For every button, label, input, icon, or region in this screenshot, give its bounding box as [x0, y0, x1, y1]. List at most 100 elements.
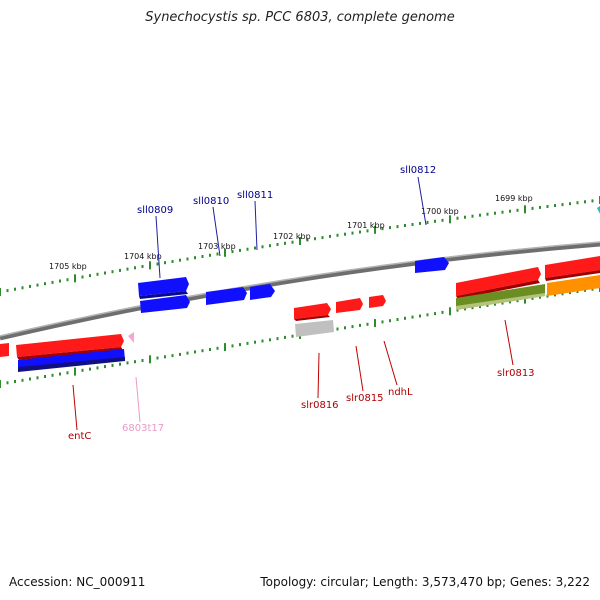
scale-label-1705: 1705 kbp [49, 262, 87, 271]
scale-minor-tick [546, 205, 549, 208]
label-sll0812: sll0812 [400, 165, 436, 176]
scale-minor-tick [186, 351, 189, 355]
scale-minor-tick [351, 231, 354, 235]
gene-sll0809b[interactable] [140, 295, 190, 313]
scale-minor-tick [119, 362, 121, 366]
scale-minor-tick [51, 373, 54, 377]
gene-red-right[interactable] [545, 256, 600, 281]
scale-minor-tick [494, 211, 496, 215]
scale-minor-tick [516, 208, 519, 212]
scale-minor-tick [494, 302, 496, 306]
scale-minor-tick [434, 219, 436, 223]
scale-minor-tick [254, 246, 256, 250]
scale-major-tick [224, 343, 226, 352]
gene-slr0815[interactable] [336, 298, 363, 313]
scale-minor-tick [231, 344, 234, 348]
scale-label-1702: 1702 kbp [273, 232, 311, 241]
scale-minor-tick [96, 366, 99, 370]
scale-minor-tick [441, 218, 444, 222]
scale-minor-tick [569, 202, 571, 206]
scale-minor-tick [554, 204, 556, 207]
bottom-scale-line [0, 284, 600, 388]
gene-entC-blue[interactable] [18, 349, 125, 372]
scale-minor-tick [471, 306, 474, 310]
gene-slr0816[interactable] [294, 303, 331, 321]
scale-minor-tick [381, 320, 384, 324]
scale-minor-tick [261, 339, 264, 343]
scale-major-tick [524, 295, 526, 304]
scale-minor-tick [111, 363, 114, 367]
gene-sll0811[interactable] [250, 284, 275, 300]
scale-minor-tick [336, 233, 339, 237]
scale-minor-tick [246, 247, 249, 251]
scale-minor-tick [14, 287, 16, 291]
scale-minor-tick [269, 338, 271, 342]
scale-minor-tick [591, 287, 594, 291]
scale-major-tick [299, 237, 301, 245]
scale-minor-tick [479, 305, 481, 309]
scale-minor-tick [359, 323, 361, 327]
scale-minor-tick [284, 241, 286, 245]
label-slr0816: slr0816 [301, 400, 339, 411]
scale-minor-tick [291, 334, 294, 338]
scale-minor-tick [561, 203, 564, 207]
gene-olive[interactable] [456, 284, 545, 310]
scale-minor-tick [509, 209, 511, 213]
gene-labels-bottom: entC 6803t17 slr0816 slr0815 ndhL slr081… [68, 368, 535, 442]
scale-minor-tick [51, 280, 54, 284]
scale-minor-tick [389, 226, 391, 230]
scale-major-tick [524, 205, 526, 214]
gene-sll0809[interactable] [138, 277, 189, 299]
scale-label-1701: 1701 kbp [347, 221, 385, 230]
scale-minor-tick [156, 356, 159, 360]
scale-minor-tick [456, 216, 459, 220]
scale-minor-tick [104, 271, 106, 275]
label-sll0810: sll0810 [193, 196, 229, 207]
scale-minor-tick [396, 318, 399, 321]
gene-sll0812[interactable] [415, 257, 449, 273]
scale-minor-tick [6, 289, 9, 293]
scale-minor-tick [66, 278, 69, 282]
scale-minor-tick [426, 220, 429, 224]
scale-minor-tick [89, 274, 91, 278]
scale-minor-tick [539, 295, 541, 299]
scale-minor-tick [336, 327, 339, 331]
scale-minor-tick [276, 243, 279, 246]
scale-minor-tick [426, 313, 429, 317]
scale-minor-tick [164, 261, 166, 265]
scale-minor-tick [509, 300, 511, 304]
gene-ndhL[interactable] [369, 295, 386, 308]
scale-minor-tick [194, 256, 196, 260]
gene-entC-red[interactable] [16, 334, 124, 360]
scale-minor-tick [329, 234, 331, 238]
label-slr0813: slr0813 [497, 368, 535, 379]
gene-left-red[interactable] [0, 343, 9, 357]
gene-slr0816-gray[interactable] [295, 320, 334, 337]
scale-major-tick [149, 355, 151, 364]
scale-minor-tick [411, 223, 414, 226]
scale-minor-tick [36, 283, 39, 287]
scale-major-tick [449, 215, 451, 224]
scale-minor-tick [201, 255, 204, 258]
gene-sll0810[interactable] [206, 287, 247, 305]
scale-minor-tick [6, 381, 9, 385]
gene-orange[interactable] [547, 275, 600, 296]
scale-minor-tick [479, 213, 481, 217]
top-leader-lines [155, 176, 427, 279]
scale-minor-tick [66, 371, 69, 375]
scale-minor-tick [111, 270, 114, 274]
scale-minor-tick [216, 252, 219, 256]
scale-minor-tick [419, 314, 421, 318]
scale-minor-tick [396, 225, 399, 229]
scale-minor-tick [404, 224, 406, 227]
trna-6803t17-marker[interactable] [128, 332, 134, 343]
scale-minor-tick [404, 316, 406, 320]
scale-minor-tick [464, 215, 466, 219]
scale-minor-tick [21, 286, 24, 290]
scale-minor-tick [261, 245, 264, 249]
scale-minor-tick [171, 354, 174, 358]
scale-minor-tick [96, 272, 99, 276]
scale-minor-tick [366, 229, 369, 233]
gene-slr0813[interactable] [456, 267, 541, 299]
